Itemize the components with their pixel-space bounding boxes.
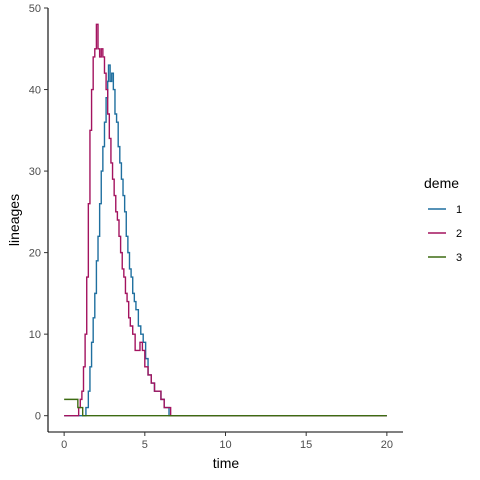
x-tick-label: 10 bbox=[219, 439, 231, 451]
legend: deme 1 2 3 bbox=[424, 175, 462, 264]
series-line-deme-2 bbox=[64, 23, 387, 417]
y-tick-label: 0 bbox=[35, 411, 41, 423]
y-tick-label: 20 bbox=[29, 248, 41, 260]
x-ticks: 0 5 10 15 20 bbox=[61, 432, 393, 451]
y-axis-title: lineages bbox=[6, 194, 22, 246]
y-tick-label: 30 bbox=[29, 166, 41, 178]
y-tick-label: 50 bbox=[29, 3, 41, 15]
legend-title: deme bbox=[424, 175, 459, 191]
series-line-deme-3 bbox=[64, 398, 387, 417]
legend-label-deme-1: 1 bbox=[456, 204, 462, 216]
y-ticks: 0 10 20 30 40 50 bbox=[29, 3, 48, 423]
legend-label-deme-2: 2 bbox=[456, 228, 462, 240]
x-tick-label: 5 bbox=[142, 439, 148, 451]
x-tick-label: 20 bbox=[381, 439, 393, 451]
y-tick-label: 40 bbox=[29, 85, 41, 97]
plot-area bbox=[64, 23, 387, 417]
x-tick-label: 15 bbox=[300, 439, 312, 451]
y-tick-label: 10 bbox=[29, 329, 41, 341]
x-tick-label: 0 bbox=[61, 439, 67, 451]
series-line-deme-1 bbox=[64, 64, 387, 417]
x-axis-title: time bbox=[213, 455, 240, 471]
legend-label-deme-3: 3 bbox=[456, 252, 462, 264]
